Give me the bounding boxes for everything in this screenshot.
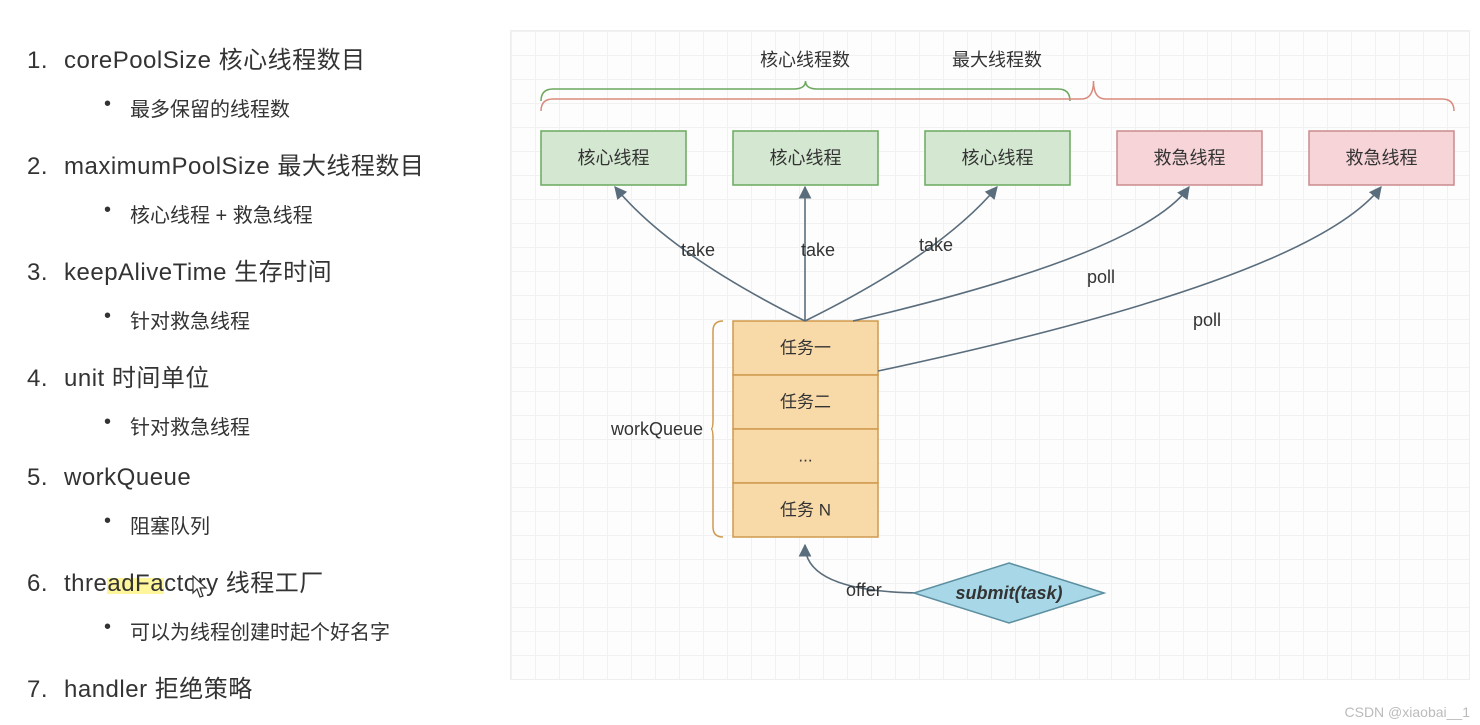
list-item: 7. handler 拒绝策略 四种 xyxy=(0,669,510,725)
list-item: 1. corePoolSize 核心线程数目 最多保留的线程数 xyxy=(0,40,510,122)
queue-cell-label: 任务二 xyxy=(780,392,831,411)
list-item: 6. threadFactory 线程工厂 可以为线程创建时起个好名字 xyxy=(0,563,510,645)
list-item: 3. keepAliveTime 生存时间 针对救急线程 xyxy=(0,252,510,334)
queue-cell-label: 任务一 xyxy=(780,338,831,357)
svg-text:最大线程数: 最大线程数 xyxy=(952,50,1042,70)
edge-label: offer xyxy=(846,580,882,600)
core-thread-box-label: 核心线程 xyxy=(770,148,842,168)
threadpool-diagram: 核心线程数 最大线程数核心线程 核心线程 核心线程 救急线程 救急线程任务一任务二... 任… xyxy=(510,30,1470,680)
list-num: 1. xyxy=(0,47,64,75)
list-sub: 核心线程 + 救急线程 xyxy=(130,199,510,228)
edge-label: take xyxy=(681,240,715,260)
list-num: 2. xyxy=(0,153,64,181)
list-sub: 针对救急线程 xyxy=(130,411,510,440)
workqueue-label: workQueue xyxy=(610,419,703,439)
list-item: 5. workQueue 阻塞队列 xyxy=(0,464,510,539)
watermark: CSDN @xiaobai__1 xyxy=(1345,704,1471,720)
list-num: 7. xyxy=(0,676,64,704)
submit-label: submit(task) xyxy=(955,583,1062,603)
edge-label: take xyxy=(801,240,835,260)
list-title: workQueue xyxy=(64,464,191,492)
list-item: 2. maximumPoolSize 最大线程数目 核心线程 + 救急线程 xyxy=(0,146,510,228)
edge xyxy=(853,187,1189,321)
list-sub: 可以为线程创建时起个好名字 xyxy=(130,616,510,645)
list-title: maximumPoolSize 最大线程数目 xyxy=(64,146,424,181)
cursor-icon xyxy=(192,575,208,599)
svg-text:核心线程数: 核心线程数 xyxy=(760,50,850,70)
core-thread-box-label: 核心线程 xyxy=(962,148,1034,168)
list-num: 3. xyxy=(0,259,64,287)
list-num: 5. xyxy=(0,464,64,492)
highlight: adFa xyxy=(107,570,164,597)
rescue-thread-box-label: 救急线程 xyxy=(1154,148,1226,168)
list-num: 4. xyxy=(0,365,64,393)
edge-label: poll xyxy=(1193,310,1221,330)
queue-cell-label: ... xyxy=(798,446,812,465)
rescue-thread-box-label: 救急线程 xyxy=(1346,148,1418,168)
queue-cell-label: 任务 N xyxy=(780,500,831,519)
list-title: corePoolSize 核心线程数目 xyxy=(64,40,366,75)
edge xyxy=(878,187,1381,371)
list-num: 6. xyxy=(0,570,64,598)
core-thread-box-label: 核心线程 xyxy=(578,148,650,168)
diagram-svg: 核心线程数 最大线程数核心线程 核心线程 核心线程 救急线程 救急线程任务一任务二... 任… xyxy=(511,31,1471,681)
list-item: 4. unit 时间单位 针对救急线程 xyxy=(0,358,510,440)
edge-label: poll xyxy=(1087,267,1115,287)
list-title: keepAliveTime 生存时间 xyxy=(64,252,332,287)
list-sub: 最多保留的线程数 xyxy=(130,93,510,122)
list-title: handler 拒绝策略 xyxy=(64,669,253,704)
list-title: unit 时间单位 xyxy=(64,358,210,393)
list-sub: 针对救急线程 xyxy=(130,305,510,334)
parameter-list: 1. corePoolSize 核心线程数目 最多保留的线程数 2. maxim… xyxy=(0,40,510,725)
list-sub: 阻塞队列 xyxy=(130,510,510,539)
edge-label: take xyxy=(919,235,953,255)
